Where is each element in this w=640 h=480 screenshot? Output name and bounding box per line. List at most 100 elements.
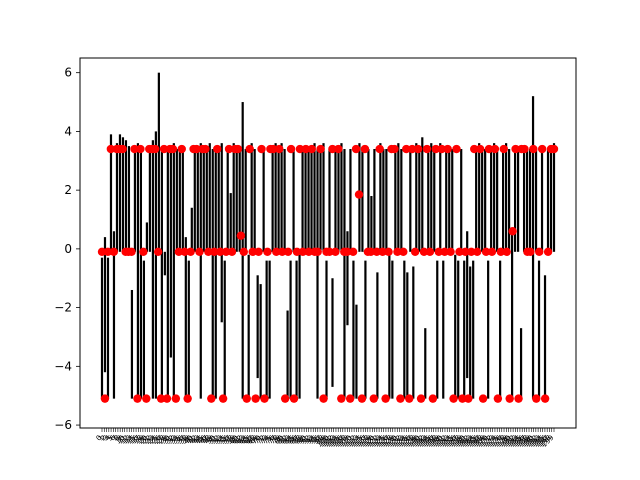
data-point-marker	[109, 247, 119, 257]
data-point-marker	[224, 144, 234, 154]
bar	[307, 149, 310, 252]
bar	[229, 193, 232, 252]
x-tick-label: 38	[178, 434, 190, 446]
x-tick-label: 27	[153, 434, 165, 446]
bar	[220, 143, 223, 323]
bar	[280, 143, 283, 252]
bar	[175, 149, 178, 252]
x-tick-label: 31	[162, 434, 174, 446]
bar	[531, 96, 535, 399]
data-point-marker	[313, 247, 322, 257]
x-tick-label: 33	[166, 434, 178, 446]
x-tick-label: 71	[253, 434, 265, 446]
x-tick-label: 32	[164, 434, 176, 446]
bar	[451, 149, 454, 252]
x-tick-label: 19	[135, 434, 147, 446]
data-point-marker	[413, 144, 423, 154]
plot-area	[97, 72, 559, 403]
data-point-marker	[405, 394, 414, 403]
bar	[142, 260, 146, 399]
x-tick-label: 1	[97, 434, 106, 443]
data-point-marker	[481, 247, 491, 257]
y-tick-label: 2	[64, 183, 72, 197]
x-tick-label: 49	[203, 434, 215, 446]
data-point-marker	[410, 247, 420, 257]
x-axis: 0123456789101112131415161718192021222324…	[95, 428, 555, 449]
bar	[340, 143, 343, 252]
bar	[223, 260, 226, 399]
x-tick-label: 3	[101, 434, 110, 443]
bar	[430, 143, 433, 252]
data-point-marker	[446, 247, 455, 257]
bar	[373, 149, 376, 252]
data-point-marker	[437, 144, 446, 154]
data-point-marker	[419, 247, 429, 257]
data-point-marker	[505, 394, 514, 403]
bar	[136, 143, 140, 399]
data-point-marker	[236, 231, 246, 240]
bar	[481, 149, 484, 252]
data-point-marker	[537, 144, 547, 154]
bar	[112, 231, 116, 399]
x-tick-label: 42	[187, 434, 199, 446]
y-tick-label: −6	[54, 418, 72, 432]
bar	[543, 275, 547, 399]
bar	[496, 149, 499, 252]
x-tick-label: 63	[235, 434, 247, 446]
bar	[151, 140, 154, 399]
x-tick-label: 43	[189, 434, 201, 446]
data-point-marker	[204, 247, 213, 257]
x-tick-label: 18	[132, 434, 144, 446]
bar	[127, 146, 131, 252]
data-point-marker	[180, 247, 189, 257]
data-point-marker	[142, 394, 151, 403]
x-tick-label: 80	[273, 434, 285, 446]
data-point-marker	[307, 144, 316, 154]
data-point-marker	[520, 144, 529, 154]
bar	[487, 260, 490, 399]
bar	[214, 149, 217, 399]
data-point-marker	[408, 144, 417, 154]
bar	[208, 143, 211, 252]
bar	[334, 149, 337, 252]
bar	[106, 257, 110, 399]
bar	[424, 328, 427, 399]
x-tick-label: 22	[141, 434, 153, 446]
bar	[277, 149, 280, 252]
bar	[513, 149, 517, 252]
bar	[304, 149, 307, 252]
data-point-marker	[381, 394, 390, 403]
x-tick-label: 79	[271, 434, 283, 446]
x-tick-label: 95	[307, 434, 319, 446]
bar	[337, 149, 340, 252]
bar	[250, 143, 253, 252]
bar	[519, 328, 523, 399]
data-point-marker	[183, 394, 192, 403]
data-point-marker	[487, 247, 497, 257]
x-tick-label: 73	[257, 434, 269, 446]
bar	[319, 149, 322, 252]
data-point-marker	[272, 247, 281, 257]
bar	[475, 149, 478, 252]
data-point-marker	[295, 144, 305, 154]
x-tick-label: 6	[108, 433, 117, 442]
bar	[415, 143, 418, 252]
data-point-marker	[227, 247, 237, 257]
data-point-marker	[278, 247, 287, 257]
data-point-marker	[366, 247, 376, 257]
x-tick-label: 53	[212, 434, 224, 446]
bar	[388, 254, 391, 399]
data-point-marker	[425, 247, 435, 257]
y-tick-label: 0	[64, 242, 72, 256]
x-tick-label: 82	[278, 434, 290, 446]
x-tick-label: 59	[225, 434, 237, 446]
data-point-marker	[543, 247, 553, 257]
data-point-marker	[298, 247, 308, 257]
data-point-marker	[304, 247, 313, 257]
bar	[283, 149, 286, 252]
bar	[157, 72, 160, 252]
bar	[121, 137, 125, 252]
x-tick-label: 23	[144, 434, 156, 446]
bar	[460, 149, 463, 252]
data-point-marker	[343, 247, 352, 257]
